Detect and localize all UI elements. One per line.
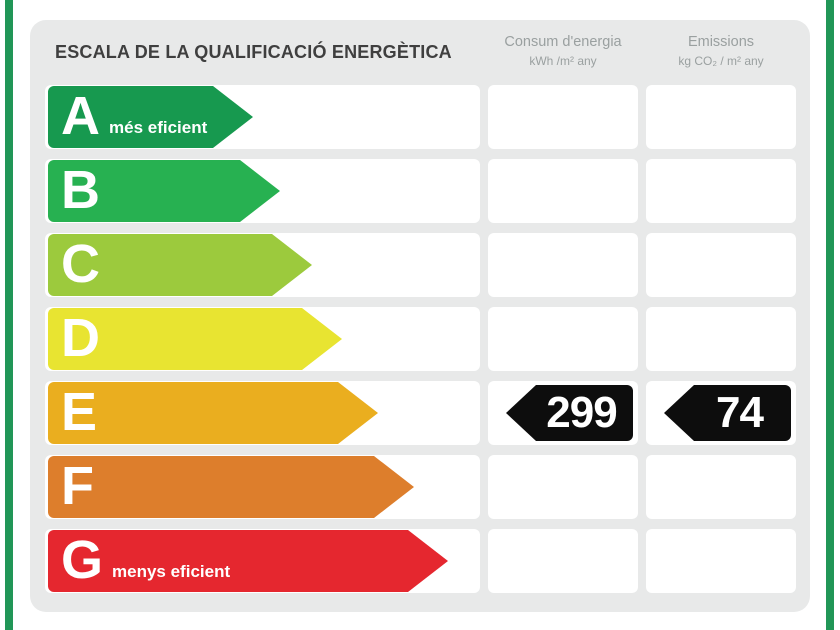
rating-letter: F [61, 456, 94, 517]
rating-bar: F [48, 456, 414, 518]
scale-rows: A més eficient B C [30, 20, 810, 612]
consumption-cell [488, 529, 638, 593]
rating-bar: B [48, 160, 280, 222]
scale-row: B [30, 159, 810, 223]
emissions-cell [646, 159, 796, 223]
rating-bar: C [48, 234, 312, 296]
emissions-column-header: Emissions kg CO₂ / m² any [636, 32, 806, 70]
rating-letter: B [61, 160, 100, 221]
rating-panel: ESCALA DE LA QUALIFICACIÓ ENERGÈTICA Con… [30, 20, 810, 612]
rating-letter: C [61, 234, 100, 295]
consumption-indicator-arrow: 299 [506, 385, 633, 441]
emissions-cell [646, 529, 796, 593]
consumption-cell [488, 233, 638, 297]
scale-row: D [30, 307, 810, 371]
emissions-column-title: Emissions [687, 34, 755, 50]
rating-bar: A més eficient [48, 86, 253, 148]
rating-letter: E [61, 382, 98, 443]
rating-bar: E [48, 382, 378, 444]
rating-bar-label: menys eficient [112, 562, 231, 581]
rating-bar: G menys eficient [48, 530, 448, 592]
frame-border-right [826, 0, 834, 630]
emissions-column-unit: kg CO₂ / m² any [678, 54, 764, 69]
rating-letter: D [61, 308, 100, 369]
rating-bar: D [48, 308, 342, 370]
consumption-cell [488, 455, 638, 519]
emissions-cell [646, 455, 796, 519]
consumption-cell [488, 159, 638, 223]
emissions-value: 74 [716, 388, 764, 437]
emissions-cell: 74 [646, 381, 796, 445]
emissions-indicator-arrow: 74 [664, 385, 791, 441]
scale-row: C [30, 233, 810, 297]
emissions-cell [646, 233, 796, 297]
consumption-column-header: Consum d'energia kWh /m² any [478, 32, 648, 70]
scale-row: G menys eficient [30, 529, 810, 593]
emissions-cell [646, 307, 796, 371]
consumption-cell [488, 85, 638, 149]
rating-bar-label: més eficient [109, 118, 208, 137]
scale-title: ESCALA DE LA QUALIFICACIÓ ENERGÈTICA [55, 42, 452, 62]
frame-border-left [5, 0, 13, 630]
rating-letter: A [61, 86, 100, 147]
consumption-cell: 299 [488, 381, 638, 445]
consumption-cell [488, 307, 638, 371]
scale-row: A més eficient [30, 85, 810, 149]
scale-row: 299 74 E [30, 381, 810, 445]
scale-row: F [30, 455, 810, 519]
consumption-column-title: Consum d'energia [504, 34, 622, 50]
emissions-cell [646, 85, 796, 149]
consumption-value: 299 [546, 388, 617, 437]
rating-letter: G [61, 530, 104, 591]
consumption-column-unit: kWh /m² any [529, 54, 597, 69]
